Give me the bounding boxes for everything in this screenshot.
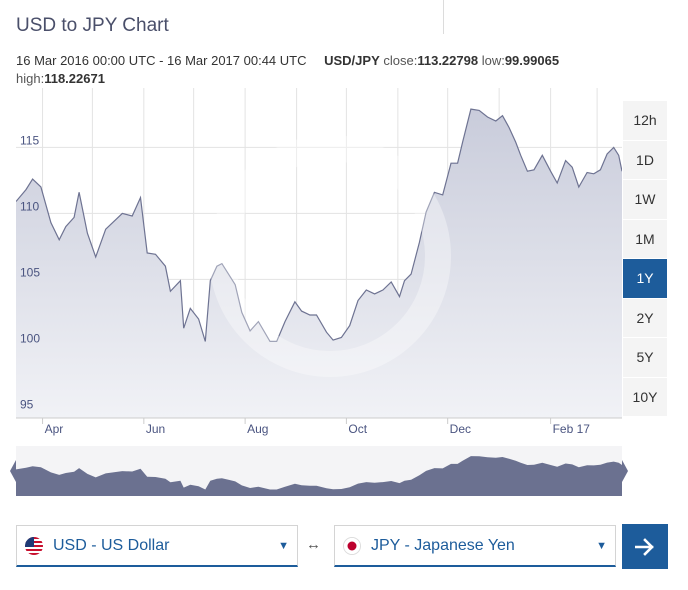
- y-axis-ticks: 95 100 105 110 115: [20, 133, 40, 411]
- swap-currencies-button[interactable]: ↔: [306, 536, 321, 553]
- navigator-right-handle[interactable]: [622, 460, 628, 482]
- close-label: close:: [383, 53, 418, 68]
- x-tick-label: Dec: [450, 422, 471, 436]
- price-area: [16, 109, 622, 418]
- currency-pair: USD/JPY: [324, 53, 380, 68]
- navigator[interactable]: [10, 446, 628, 496]
- us-flag-icon: [25, 536, 43, 555]
- x-tick-label: Apr: [45, 422, 64, 436]
- range-button-12h[interactable]: 12h: [623, 101, 667, 141]
- range-button-1y[interactable]: 1Y: [623, 259, 667, 299]
- range-button-2y[interactable]: 2Y: [623, 298, 667, 338]
- chart-summary: 16 Mar 2016 00:00 UTC - 16 Mar 2017 00:4…: [16, 52, 636, 88]
- price-line: [16, 108, 622, 342]
- navigator-left-handle[interactable]: [10, 460, 16, 482]
- chevron-down-icon: ▼: [278, 540, 289, 552]
- to-currency-select[interactable]: JPY - Japanese Yen ▼: [334, 525, 616, 567]
- convert-button[interactable]: [622, 524, 668, 569]
- high-value: 118.22671: [44, 71, 105, 86]
- header-divider: [443, 0, 444, 34]
- range-button-10y[interactable]: 10Y: [623, 377, 667, 417]
- close-value: 113.22798: [417, 53, 479, 68]
- usd-jpy-chart[interactable]: 95 100 105 110 115 Apr Jun Aug Oct Dec Feb 17: [0, 0, 688, 510]
- x-tick-label: Aug: [247, 422, 268, 436]
- y-tick-label: 110: [20, 199, 39, 213]
- x-tick-label: Jun: [146, 422, 165, 436]
- watermark-logo: [209, 135, 451, 377]
- time-range-selector: 12h 1D 1W 1M 1Y 2Y 5Y 10Y: [623, 101, 667, 417]
- y-tick-label: 115: [20, 133, 39, 147]
- low-label: low:: [481, 53, 505, 68]
- arrow-right-icon: [635, 537, 654, 556]
- japan-flag-icon: [343, 536, 361, 555]
- x-tick-label: Feb 17: [553, 422, 591, 436]
- low-value: 99.99065: [504, 53, 560, 68]
- range-button-1m[interactable]: 1M: [623, 219, 667, 259]
- y-tick-label: 105: [20, 265, 40, 279]
- page-title: USD to JPY Chart: [16, 15, 169, 36]
- range-button-1w[interactable]: 1W: [623, 180, 667, 220]
- navigator-area: [16, 456, 622, 496]
- x-tick-label: Oct: [348, 422, 367, 436]
- x-axis-ticks: Apr Jun Aug Oct Dec Feb 17: [42, 418, 591, 436]
- range-button-1d[interactable]: 1D: [623, 140, 667, 180]
- to-currency-label: JPY - Japanese Yen: [371, 536, 515, 554]
- date-range: 16 Mar 2016 00:00 UTC - 16 Mar 2017 00:4…: [16, 53, 307, 68]
- from-currency-select[interactable]: USD - US Dollar ▼: [16, 525, 298, 567]
- range-button-5y[interactable]: 5Y: [623, 338, 667, 378]
- high-label: high:: [16, 71, 45, 86]
- y-tick-label: 95: [20, 397, 34, 411]
- chevron-down-icon: ▼: [596, 540, 607, 552]
- y-tick-label: 100: [20, 331, 40, 345]
- from-currency-label: USD - US Dollar: [53, 536, 170, 554]
